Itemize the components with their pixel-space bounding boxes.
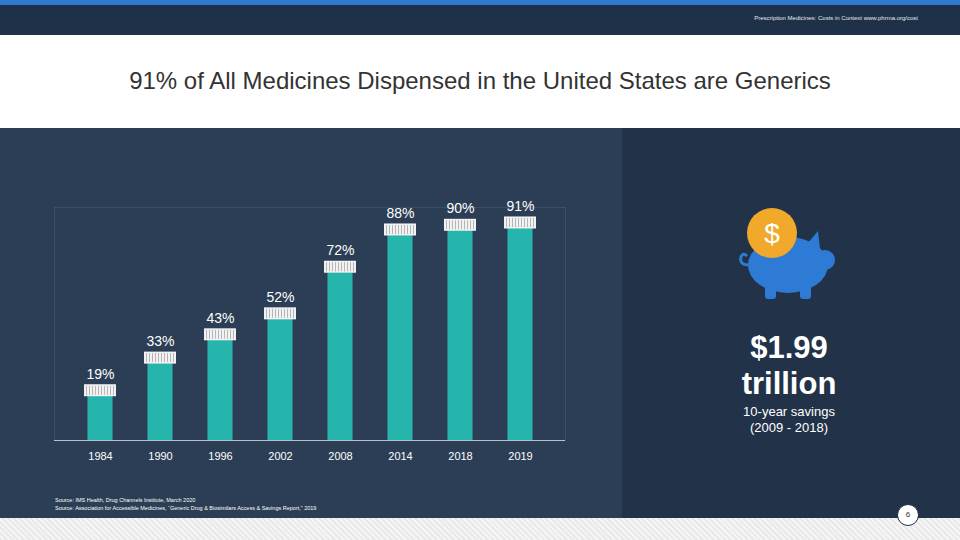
html-text:6: 6 — [905, 510, 911, 519]
svg-text:2014: 2014 — [388, 450, 412, 462]
html-text:Source: Association for Access: Source: Association for Accessible Medic… — [55, 505, 317, 511]
svg-text:1984: 1984 — [88, 450, 112, 462]
html-text:Source: IMS Health, Drug Chann: Source: IMS Health, Drug Channels Instit… — [55, 497, 196, 503]
svg-text:33%: 33% — [146, 333, 174, 349]
svg-text:2018: 2018 — [448, 450, 472, 462]
svg-text:43%: 43% — [206, 310, 234, 326]
html-text:Prescription Medicines: Costs: Prescription Medicines: Costs in Context… — [754, 15, 918, 21]
svg-text:2002: 2002 — [268, 450, 292, 462]
html-text:91% of All Medicines Dispensed: 91% of All Medicines Dispensed in the Un… — [129, 67, 831, 94]
svg-text:90%: 90% — [446, 200, 474, 216]
svg-text:2008: 2008 — [328, 450, 352, 462]
html-text:10-year savings: 10-year savings — [743, 404, 835, 419]
svg-text:88%: 88% — [386, 205, 414, 221]
svg-text:52%: 52% — [266, 289, 294, 305]
html-text:$1.99: $1.99 — [750, 330, 828, 365]
svg-text:91%: 91% — [506, 198, 534, 214]
svg-text:2019: 2019 — [508, 450, 532, 462]
html-text:trillion: trillion — [741, 366, 837, 401]
svg-text:1996: 1996 — [208, 450, 232, 462]
svg-text:19%: 19% — [86, 366, 114, 382]
svg-text:72%: 72% — [326, 242, 354, 258]
html-text:(2009 - 2018): (2009 - 2018) — [750, 420, 828, 435]
svg-text:$: $ — [764, 218, 780, 249]
svg-text:1990: 1990 — [148, 450, 172, 462]
